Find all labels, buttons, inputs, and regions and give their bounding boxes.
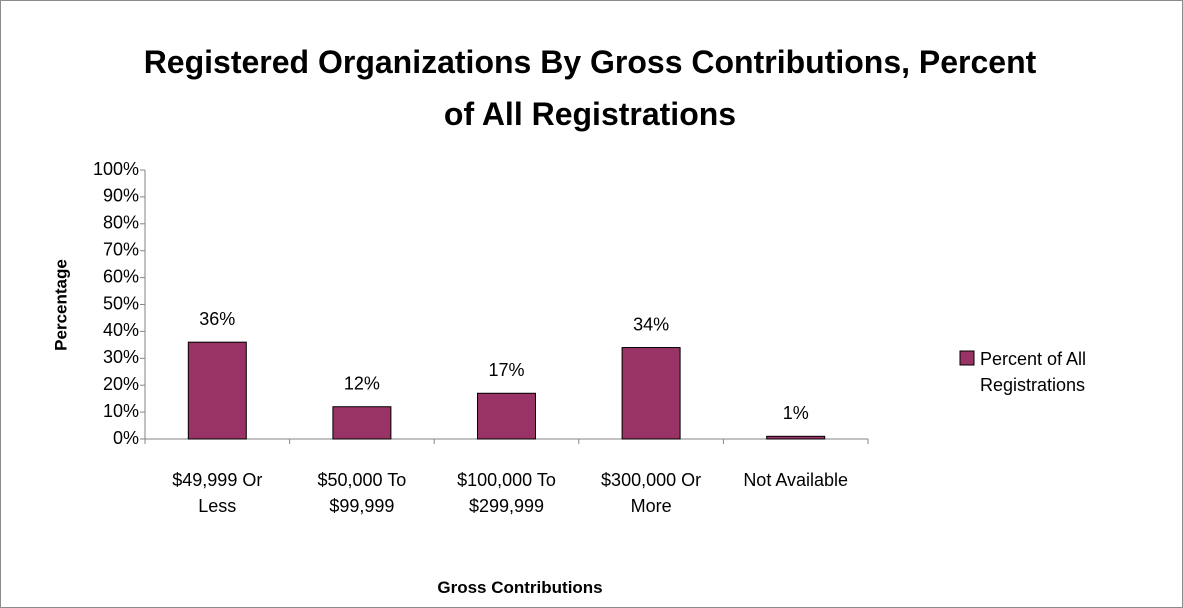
bar	[766, 435, 826, 440]
data-label: 36%	[199, 309, 235, 329]
data-label: 17%	[488, 360, 524, 380]
x-tick-label: $49,999 Or Less	[172, 470, 263, 516]
y-tick-label: 0%	[113, 428, 139, 448]
y-tick-label: 70%	[103, 239, 139, 259]
y-tick-label: 60%	[103, 266, 139, 286]
bar	[621, 347, 681, 440]
legend-swatch	[959, 350, 975, 366]
x-axis-title: Gross Contributions	[437, 578, 603, 597]
data-label: 34%	[633, 314, 669, 334]
bar	[187, 341, 247, 440]
y-tick-label: 50%	[103, 293, 139, 313]
y-tick-label: 40%	[103, 320, 139, 340]
data-label: 1%	[783, 403, 809, 423]
x-tick-label: $50,000 To $99,999	[317, 470, 407, 516]
chart-title: Registered Organizations By Gross Contri…	[143, 44, 1037, 132]
y-tick-label: 30%	[103, 347, 139, 367]
x-tick-label: $100,000 To $299,999	[457, 470, 556, 516]
bar	[477, 392, 536, 440]
y-tick-label: 20%	[103, 374, 139, 394]
legend-label: Percent of All Registrations	[980, 349, 1087, 395]
x-tick-label: $300,000 Or More	[601, 470, 702, 516]
y-tick-label: 80%	[103, 213, 139, 233]
y-tick-label: 90%	[103, 186, 139, 206]
bar	[332, 406, 392, 440]
y-tick-label: 100%	[93, 159, 139, 179]
y-axis-title: Percentage	[51, 259, 70, 351]
y-tick-label: 10%	[103, 401, 139, 421]
x-tick-label: Not Available	[743, 470, 849, 490]
data-label: 12%	[344, 373, 380, 393]
